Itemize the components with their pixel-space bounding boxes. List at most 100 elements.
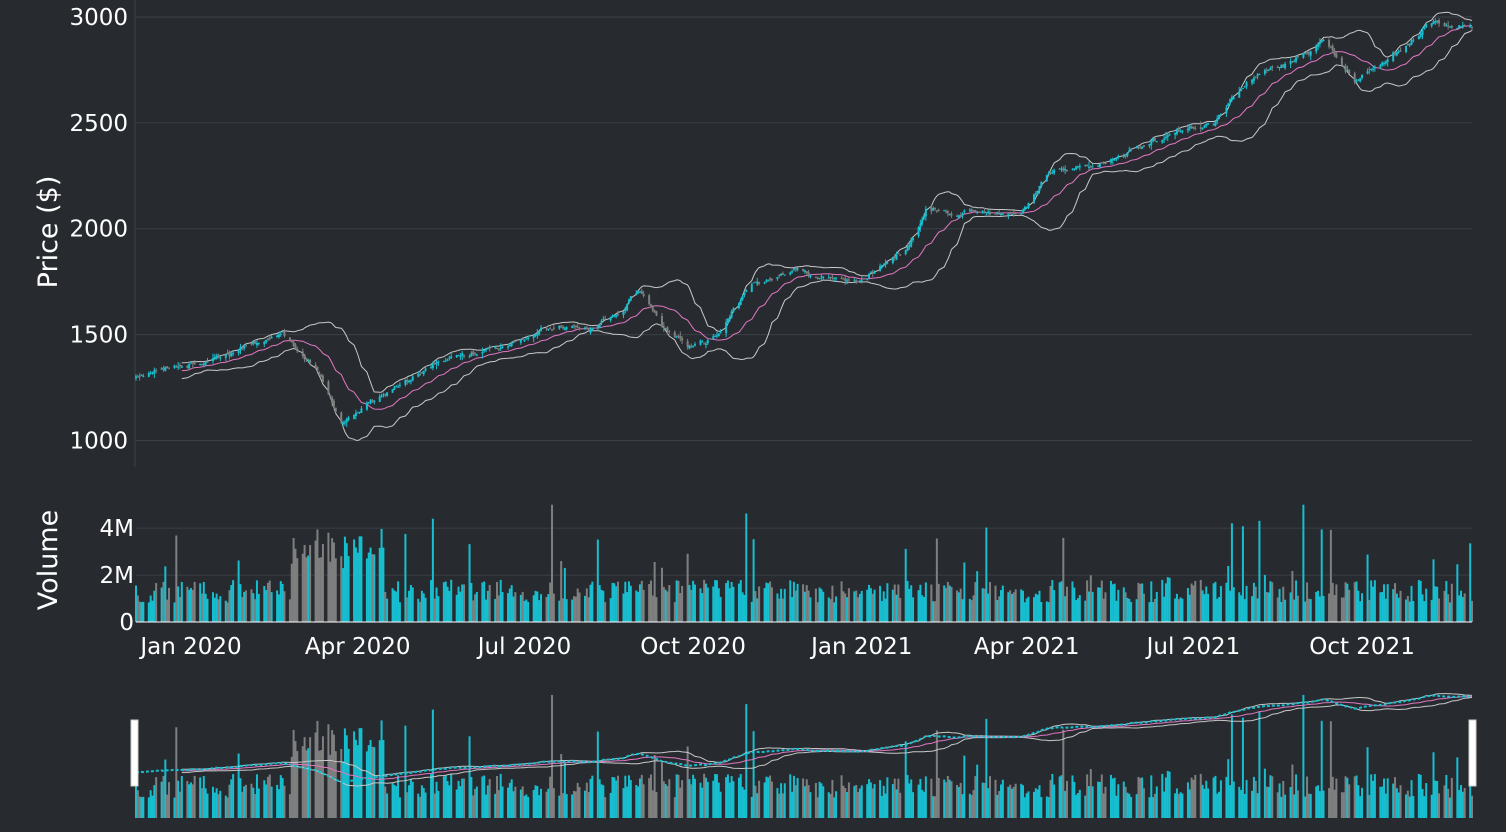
candle-body <box>237 350 240 354</box>
candlestick <box>486 347 489 350</box>
candlestick <box>802 268 805 272</box>
candlestick <box>455 354 458 359</box>
x-tick-label: Jan 2020 <box>138 634 241 660</box>
candlestick <box>224 353 227 362</box>
candlestick <box>384 393 387 398</box>
candle-body <box>976 211 979 213</box>
candlestick <box>1258 73 1261 76</box>
candlestick <box>180 365 183 368</box>
candlestick <box>217 353 220 359</box>
range-volume-bar <box>1229 785 1232 818</box>
volume-bar <box>279 581 282 622</box>
candle-body <box>950 213 953 216</box>
candlestick <box>1122 153 1125 159</box>
candlestick <box>758 281 761 286</box>
candle-body <box>547 329 550 331</box>
volume-bar <box>919 584 922 622</box>
candle-body <box>290 340 293 343</box>
candle-body <box>673 331 676 338</box>
candle-body <box>763 282 766 284</box>
candle-body <box>1214 121 1217 126</box>
volume-bar <box>635 590 638 622</box>
candle-body <box>1309 51 1312 56</box>
range-volume-bar <box>923 791 926 818</box>
candle-body <box>769 278 772 280</box>
candle-body <box>1280 64 1283 69</box>
candle-body <box>1128 150 1131 152</box>
candle-body <box>459 356 462 358</box>
candle-body <box>1344 66 1347 72</box>
range-volume-bar <box>754 785 757 818</box>
range-volume-bar <box>408 785 411 818</box>
candle-body <box>752 282 755 284</box>
candle-body <box>277 334 280 337</box>
volume-bar <box>303 544 306 622</box>
candlestick <box>1128 146 1131 153</box>
range-slider-left-handle[interactable] <box>130 719 139 787</box>
range-volume-bar <box>1207 788 1210 818</box>
candlestick <box>382 392 385 398</box>
volume-bar <box>444 581 447 622</box>
range-slider-right-handle[interactable] <box>1468 719 1477 787</box>
candlestick <box>699 339 702 346</box>
candle-body <box>1423 27 1426 30</box>
sma-line <box>181 25 1473 410</box>
candlestick <box>1394 51 1397 57</box>
volume-bar <box>1126 597 1129 622</box>
range-volume-bar <box>1436 781 1439 818</box>
volume-bar <box>1135 599 1138 622</box>
candlestick <box>981 210 984 214</box>
volume-bar <box>384 592 387 622</box>
candle-body <box>514 340 517 343</box>
range-volume-bar <box>589 778 592 818</box>
range-volume-bar <box>534 785 537 818</box>
candlestick <box>532 333 535 343</box>
candlestick <box>917 226 920 238</box>
range-volume-bar <box>792 775 795 818</box>
candlestick <box>255 340 258 348</box>
candle-body <box>1205 123 1208 126</box>
volume-bar <box>649 580 652 622</box>
candle-body <box>1137 146 1140 149</box>
range-volume-bar <box>1335 778 1338 818</box>
x-tick-label: Jan 2021 <box>809 634 912 660</box>
candlestick <box>1447 21 1450 30</box>
range-volume-bar <box>822 786 825 818</box>
volume-bar <box>1009 590 1012 622</box>
candle-body <box>923 215 926 219</box>
candle-body <box>1139 147 1142 149</box>
volume-bar <box>943 585 946 622</box>
candlestick <box>519 339 522 345</box>
candlestick <box>320 373 323 378</box>
candlestick <box>463 354 466 359</box>
candle-body <box>1368 69 1371 71</box>
range-volume-bar <box>290 756 293 818</box>
range-volume-bar <box>912 792 915 818</box>
range-volume-bar <box>318 750 321 818</box>
candlestick <box>263 340 266 348</box>
volume-bar <box>332 542 335 622</box>
range-volume-bar <box>1328 788 1331 818</box>
candlestick <box>558 325 561 330</box>
volume-bar <box>446 586 449 622</box>
candlestick <box>781 271 784 275</box>
candle-body <box>1296 55 1299 57</box>
candle-body <box>1295 57 1298 62</box>
candle-body <box>164 366 167 372</box>
range-volume-bar <box>1344 776 1347 818</box>
volume-bar <box>347 556 350 622</box>
range-volume-bar <box>857 792 860 818</box>
candle-body <box>409 380 412 382</box>
volume-bar <box>598 585 601 622</box>
range-volume-bar <box>353 731 356 818</box>
candle-body <box>340 412 343 423</box>
range-slider[interactable] <box>130 690 1477 818</box>
candlestick <box>226 349 229 355</box>
volume-bar <box>728 588 731 622</box>
candlestick <box>409 379 412 385</box>
candlestick <box>842 277 845 280</box>
range-volume-bar <box>162 775 165 818</box>
candlestick <box>1379 63 1382 70</box>
candle-body <box>1229 99 1232 103</box>
